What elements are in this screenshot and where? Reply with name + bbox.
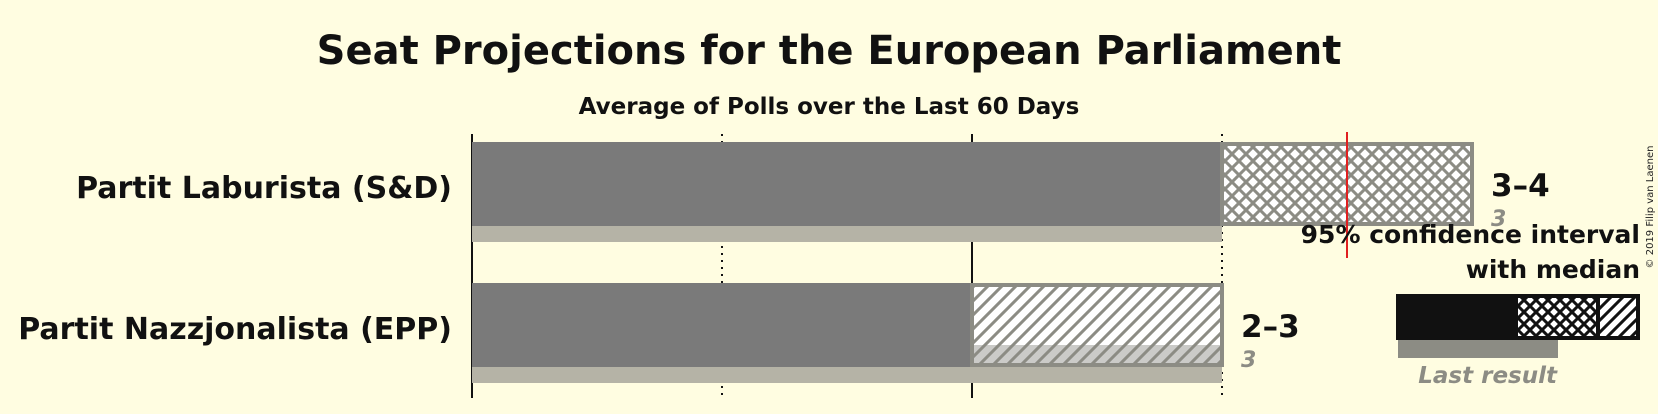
last-result-label: 3 <box>1491 207 1506 232</box>
legend-median-label: with median <box>1466 255 1640 284</box>
last-result-label: 3 <box>1241 348 1256 373</box>
legend-last-result-label: Last result <box>1418 363 1558 389</box>
chart-title: Seat Projections for the European Parlia… <box>317 28 1342 74</box>
chart-subtitle: Average of Polls over the Last 60 Days <box>579 94 1080 120</box>
legend-ci-crosshatch <box>1514 294 1600 340</box>
legend: 95% confidence interval with median Last… <box>1301 220 1640 389</box>
party-name-label: Partit Nazzjonalista (EPP) <box>18 312 452 347</box>
labels-group: Partit Laburista (S&D) 3–4 3 Partit Nazzjon… <box>18 168 1549 373</box>
last-result-bar <box>472 226 1222 242</box>
confidence-interval-bar <box>970 283 1224 367</box>
last-result-overlay <box>974 345 1220 365</box>
party-name-label: Partit Laburista (S&D) <box>76 171 452 206</box>
legend-ci-diagonal <box>1596 294 1640 340</box>
seat-range-label: 3–4 <box>1491 168 1550 204</box>
median-bar <box>472 142 1222 226</box>
seat-range-label: 2–3 <box>1241 309 1300 345</box>
last-result-bar <box>472 367 1222 383</box>
median-bar <box>472 283 972 367</box>
copyright-text: © 2019 Filip van Laenen <box>1645 146 1656 269</box>
legend-last-result-bar <box>1398 336 1558 358</box>
legend-ci-label: 95% confidence interval <box>1301 220 1640 249</box>
legend-median-bar <box>1396 294 1516 340</box>
